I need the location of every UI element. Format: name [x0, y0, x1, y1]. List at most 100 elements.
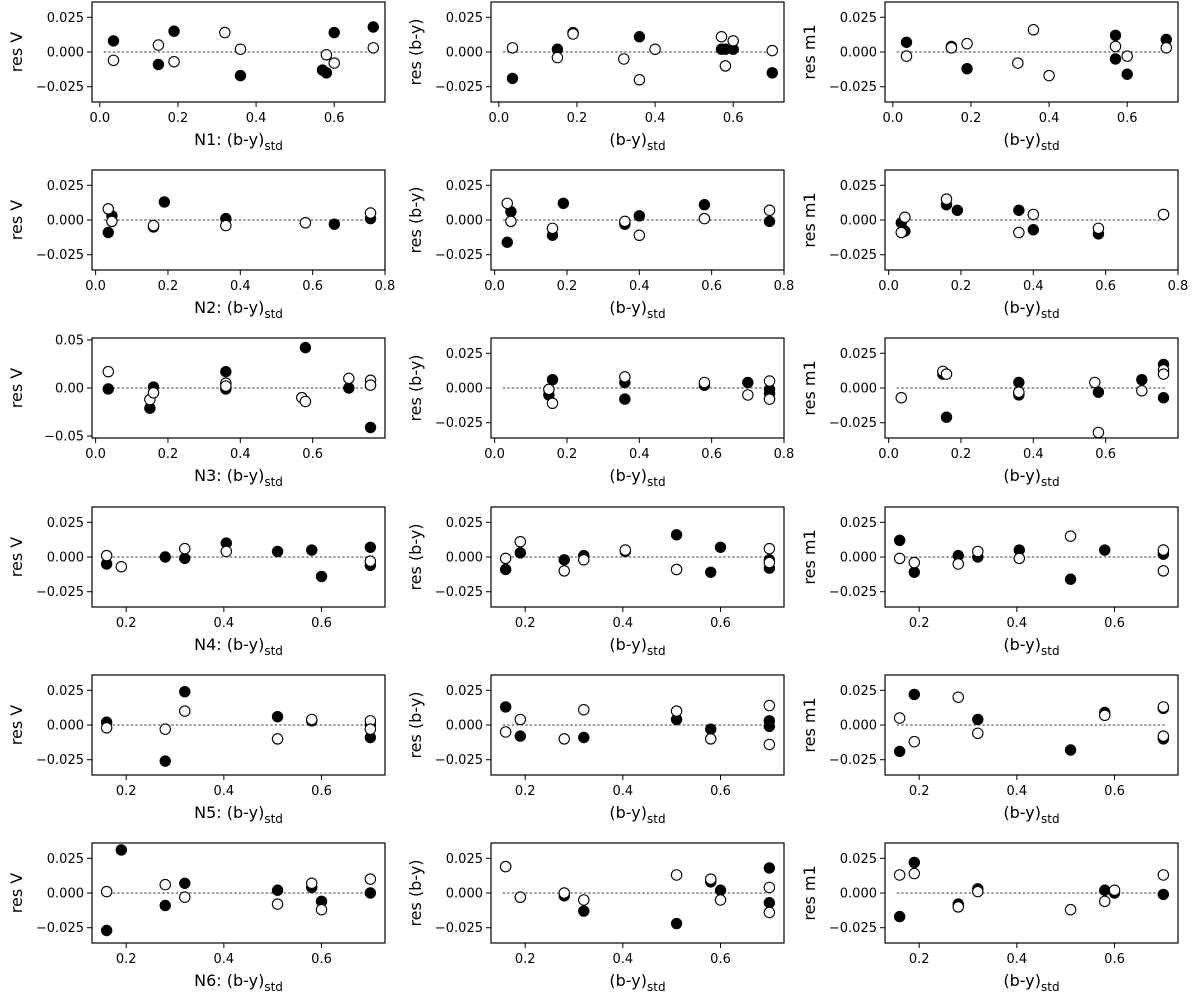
x-tick-label: 0.8: [1168, 279, 1189, 294]
y-tick-label: −0.025: [36, 585, 84, 600]
y-tick-label: 0.025: [840, 516, 877, 531]
data-point-open: [1136, 385, 1148, 397]
x-tick-label: 0.6: [311, 952, 332, 967]
y-tick-label: −0.025: [435, 921, 483, 936]
data-point-filled: [100, 924, 113, 937]
data-point-open: [893, 869, 906, 881]
x-axis-label: N5: (b-y)std: [194, 803, 283, 826]
data-point-filled: [670, 529, 683, 541]
data-point-open: [1064, 530, 1077, 542]
data-point-filled: [742, 376, 754, 389]
y-tick-label: −0.025: [36, 248, 84, 263]
data-point-filled: [102, 383, 114, 395]
y-tick-label: 0.025: [840, 852, 877, 867]
data-point-filled: [159, 755, 171, 767]
data-point-open: [499, 860, 512, 873]
data-point-filled: [179, 552, 191, 565]
x-tick-label: 0.4: [1023, 447, 1044, 462]
data-point-open: [1157, 208, 1170, 221]
data-point-open: [893, 552, 906, 565]
x-label-main: (b-y): [1003, 971, 1041, 990]
data-point-filled: [1099, 884, 1111, 896]
x-tick-label: 0.4: [613, 952, 634, 967]
data-point-open: [558, 565, 570, 577]
x-tick-label: 0.4: [629, 279, 650, 294]
data-point-open: [972, 885, 984, 898]
data-point-filled: [619, 393, 631, 405]
data-point-open: [895, 391, 908, 404]
data-point-filled: [499, 563, 512, 576]
data-point-open: [715, 30, 728, 43]
data-point-open: [1012, 57, 1024, 69]
data-point-filled: [558, 554, 570, 566]
y-tick-label: 0.025: [446, 516, 483, 531]
y-tick-label: 0.000: [47, 46, 84, 61]
data-point-open: [499, 552, 512, 565]
x-tick-label: 0.2: [557, 447, 578, 462]
x-tick-label: 0.6: [1104, 952, 1125, 967]
subplot-n6-v: 0.2 0.4 0.6 −0.025 0.000 0.025 res V N6: (b-y)s…: [7, 842, 386, 992]
x-tick-label: 0.6: [701, 447, 722, 462]
x-tick-label: 0.6: [1117, 111, 1138, 126]
data-point-open: [1099, 709, 1111, 722]
y-tick-label: 0.000: [840, 887, 877, 902]
x-tick-label: 0.6: [311, 784, 332, 799]
data-point-open: [100, 722, 113, 734]
data-point-filled: [364, 887, 377, 899]
y-tick-label: −0.025: [829, 921, 877, 936]
data-point-open: [1013, 386, 1025, 398]
x-label-subscript: std: [647, 980, 666, 992]
data-point-open: [763, 881, 776, 894]
data-point-open: [714, 894, 727, 906]
x-label-night: N1:: [194, 130, 227, 149]
y-axis-label: res V: [7, 705, 26, 745]
y-tick-label: 0.025: [840, 684, 877, 699]
data-point-filled: [633, 210, 646, 222]
x-tick-label: 0.4: [1007, 784, 1028, 799]
data-point-filled: [1121, 68, 1133, 80]
x-tick-label: 0.6: [302, 447, 323, 462]
data-point-open: [704, 733, 717, 745]
data-point-open: [299, 395, 312, 408]
data-point-filled: [499, 701, 512, 713]
data-point-filled: [506, 72, 519, 85]
data-point-filled: [271, 710, 284, 723]
data-point-filled: [1099, 544, 1111, 556]
data-point-filled: [961, 62, 973, 75]
data-point-open: [299, 217, 312, 229]
y-tick-label: 0.025: [446, 11, 483, 26]
data-point-open: [1089, 376, 1101, 389]
y-tick-label: 0.025: [446, 347, 483, 362]
y-tick-label: 0.00: [55, 382, 84, 397]
x-label-main: (b-y): [227, 803, 265, 822]
y-axis-label: res (b-y): [406, 859, 425, 926]
data-point-open: [102, 203, 115, 215]
x-tick-label: 0.4: [1039, 111, 1060, 126]
x-tick-label: 0.4: [214, 616, 235, 631]
x-tick-label: 0.0: [878, 279, 899, 294]
data-point-open: [1121, 50, 1133, 62]
data-point-open: [649, 43, 661, 55]
x-label-main: (b-y): [609, 298, 647, 317]
x-tick-label: 0.2: [116, 616, 137, 631]
x-tick-label: 0.4: [1007, 616, 1028, 631]
x-label-main: (b-y): [227, 971, 265, 990]
x-label-main: (b-y): [609, 971, 647, 990]
data-point-filled: [763, 862, 776, 874]
data-point-open: [543, 383, 555, 396]
x-tick-label: 0.0: [85, 279, 106, 294]
y-tick-label: 0.05: [55, 333, 84, 348]
x-tick-label: 0.4: [230, 279, 251, 294]
x-axis-label: (b-y)std: [609, 635, 665, 658]
data-point-open: [147, 219, 160, 232]
x-label-main: (b-y): [609, 130, 647, 149]
data-point-filled: [107, 35, 120, 47]
y-tick-label: 0.025: [47, 179, 84, 194]
x-axis-label: (b-y)std: [609, 971, 665, 992]
data-point-open: [159, 878, 172, 891]
subplot-n2-m1: 0.0 0.2 0.4 0.6 0.8 −0.025 0.000 0.025 res m1 (b-…: [800, 169, 1189, 321]
x-axis-label: N4: (b-y)std: [194, 635, 283, 658]
data-point-open: [633, 74, 646, 86]
data-point-filled: [766, 67, 778, 79]
data-point-open: [972, 727, 984, 740]
